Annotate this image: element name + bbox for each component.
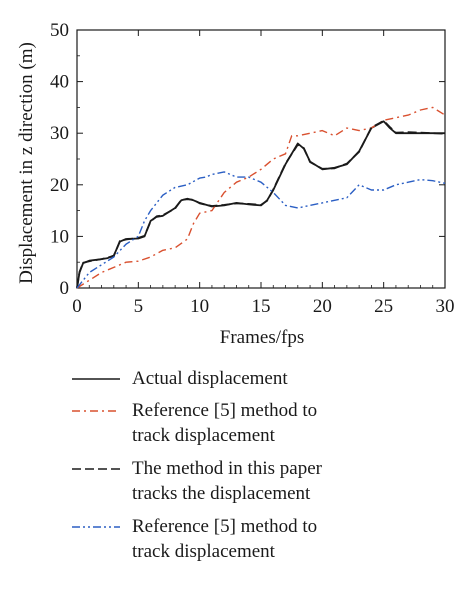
series-line-4 [76,171,446,289]
x-axis-label: Frames/fps [220,327,304,348]
x-tick-label: 30 [436,296,455,317]
legend-swatch-3 [72,468,120,470]
legend-label-4: Reference [5] method to track displaceme… [132,516,318,562]
legend-label-3: The method in this paper tracks the disp… [132,458,322,504]
y-tick-label: 0 [60,278,70,299]
axes: 0 5 10 15 20 25 30 0 10 20 30 40 50 [50,20,455,317]
y-tick-label: 10 [50,226,69,247]
series-layer [76,106,446,289]
y-tick-label: 40 [50,72,69,93]
y-tick-label: 50 [50,20,69,41]
legend-swatch-1 [72,378,120,380]
legend-swatch-4 [72,526,120,528]
x-tick-label: 25 [374,296,393,317]
y-tick-label: 30 [50,123,69,144]
legend-swatch-2 [72,410,120,412]
x-tick-label: 20 [313,296,332,317]
x-tick-label: 15 [252,296,271,317]
legend-label-1: Actual displacement [132,368,288,389]
x-tick-label: 10 [190,296,209,317]
series-line-2 [76,106,446,289]
x-tick-label: 5 [134,296,144,317]
line-chart: 0 5 10 15 20 25 30 0 10 20 30 40 50 Frames/fps Displ… [16,20,455,348]
legend-label-2: Reference [5] method to track displaceme… [132,400,318,446]
y-tick-label: 20 [50,175,69,196]
series-line-3 [76,119,446,289]
y-axis-label: Displacement in z direction (m) [16,42,37,284]
plot-frame [76,29,446,289]
x-tick-label: 0 [72,296,82,317]
